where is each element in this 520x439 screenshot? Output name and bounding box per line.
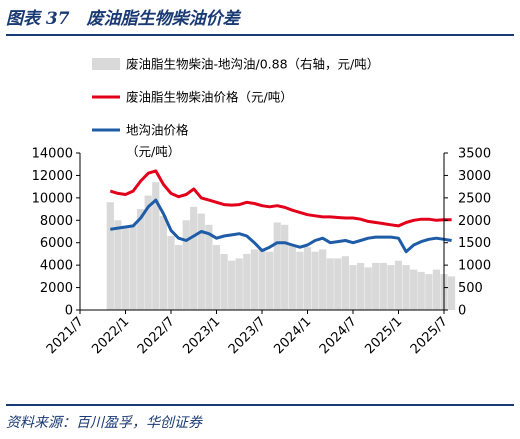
- spread-bar: [205, 224, 213, 310]
- spread-bar: [326, 258, 334, 310]
- spread-bar: [341, 256, 349, 310]
- spread-bar: [266, 251, 274, 310]
- spread-bar: [425, 274, 433, 310]
- spread-bar: [372, 262, 380, 310]
- figure-title: 图表 37 废油脂生物柴油价差: [6, 9, 240, 29]
- x-tick-label: 2022/1: [89, 314, 132, 357]
- right-tick-label: 2000: [458, 214, 491, 229]
- spread-bar: [212, 245, 221, 310]
- spread-bar: [258, 249, 266, 310]
- spread-bar: [190, 206, 198, 310]
- spread-bar: [387, 265, 395, 310]
- spread-bar: [106, 202, 114, 310]
- left-tick-label: 2000: [40, 281, 73, 296]
- spread-bar: [410, 269, 418, 310]
- spread-bar: [250, 249, 258, 310]
- spread-bar: [288, 245, 296, 310]
- spread-bar: [432, 269, 440, 310]
- x-tick-label: 2021/7: [44, 314, 87, 357]
- x-tick-label: 2025/7: [408, 314, 451, 357]
- spread-bar: [167, 236, 175, 310]
- x-tick-label: 2023/1: [180, 314, 223, 357]
- spread-bar: [114, 220, 122, 310]
- chart-legend: 废油脂生物柴油-地沟油/0.88（右轴，元/吨） 废油脂生物柴油价格（元/吨） 地沟…: [92, 57, 379, 159]
- left-tick-label: 8000: [40, 214, 73, 229]
- right-tick-label: 1000: [458, 259, 491, 274]
- left-tick-label: 12000: [32, 169, 73, 184]
- right-tick-label: 0: [458, 304, 466, 319]
- left-tick-label: 0: [65, 304, 73, 319]
- x-tick-label: 2025/1: [362, 314, 405, 357]
- spread-bar: [197, 213, 205, 310]
- spread-bar: [243, 253, 251, 310]
- x-tick-label: 2023/7: [226, 314, 269, 357]
- spread-area-series: [106, 182, 456, 310]
- left-tick-label: 6000: [40, 236, 73, 251]
- legend-label-unit: （元/吨）: [126, 144, 180, 159]
- waste-oil-price-line: [110, 198, 452, 254]
- left-tick-label: 14000: [32, 147, 73, 162]
- x-tick-label: 2024/7: [317, 314, 360, 357]
- spread-bar: [357, 262, 365, 310]
- right-tick-label: 3000: [458, 169, 491, 184]
- spread-bar: [379, 262, 387, 310]
- spread-bar: [228, 260, 236, 310]
- legend-label: 地沟油价格: [126, 123, 189, 138]
- spread-bar: [417, 271, 425, 310]
- title-rule: [6, 34, 514, 36]
- spread-bar: [349, 265, 357, 310]
- spread-bar: [319, 249, 327, 310]
- x-tick-label: 2024/1: [271, 314, 314, 357]
- biodiesel-price-line: [109, 169, 452, 228]
- legend-swatch-spread: [92, 58, 120, 70]
- spread-bar: [311, 251, 319, 310]
- source-rule: [6, 404, 514, 406]
- chart-axes: [76, 152, 448, 314]
- legend-label: 废油脂生物柴油-地沟油/0.88（右轴，元/吨）: [126, 57, 379, 72]
- spread-bar: [281, 224, 289, 310]
- price-line-series: [109, 169, 452, 254]
- spread-bar: [235, 258, 243, 310]
- x-tick-label: 2022/7: [135, 314, 178, 357]
- spread-bar: [303, 247, 312, 310]
- spread-bar: [144, 195, 152, 310]
- spread-bar: [137, 209, 145, 310]
- spread-bar: [394, 260, 403, 310]
- left-tick-label: 4000: [40, 259, 73, 274]
- spread-bar: [220, 253, 228, 310]
- spread-bar: [364, 267, 372, 310]
- spread-bar: [182, 220, 190, 310]
- spread-bar: [402, 265, 410, 310]
- right-tick-label: 2500: [458, 191, 491, 206]
- spread-bar: [296, 251, 304, 310]
- figure-source: 资料来源：百川盈孚，华创证券: [6, 415, 202, 431]
- spread-bar: [273, 222, 281, 310]
- spread-bar: [175, 245, 183, 310]
- right-tick-label: 1500: [458, 236, 491, 251]
- spread-bar: [121, 227, 130, 310]
- spread-bar: [159, 215, 167, 310]
- spread-bar: [448, 276, 456, 310]
- legend-label: 废油脂生物柴油价格（元/吨）: [126, 90, 293, 105]
- spread-bar: [334, 258, 342, 310]
- spread-bar: [129, 224, 137, 310]
- right-tick-label: 3500: [458, 147, 491, 162]
- spread-bar: [152, 182, 160, 310]
- right-tick-label: 500: [458, 281, 483, 296]
- left-tick-label: 10000: [32, 191, 73, 206]
